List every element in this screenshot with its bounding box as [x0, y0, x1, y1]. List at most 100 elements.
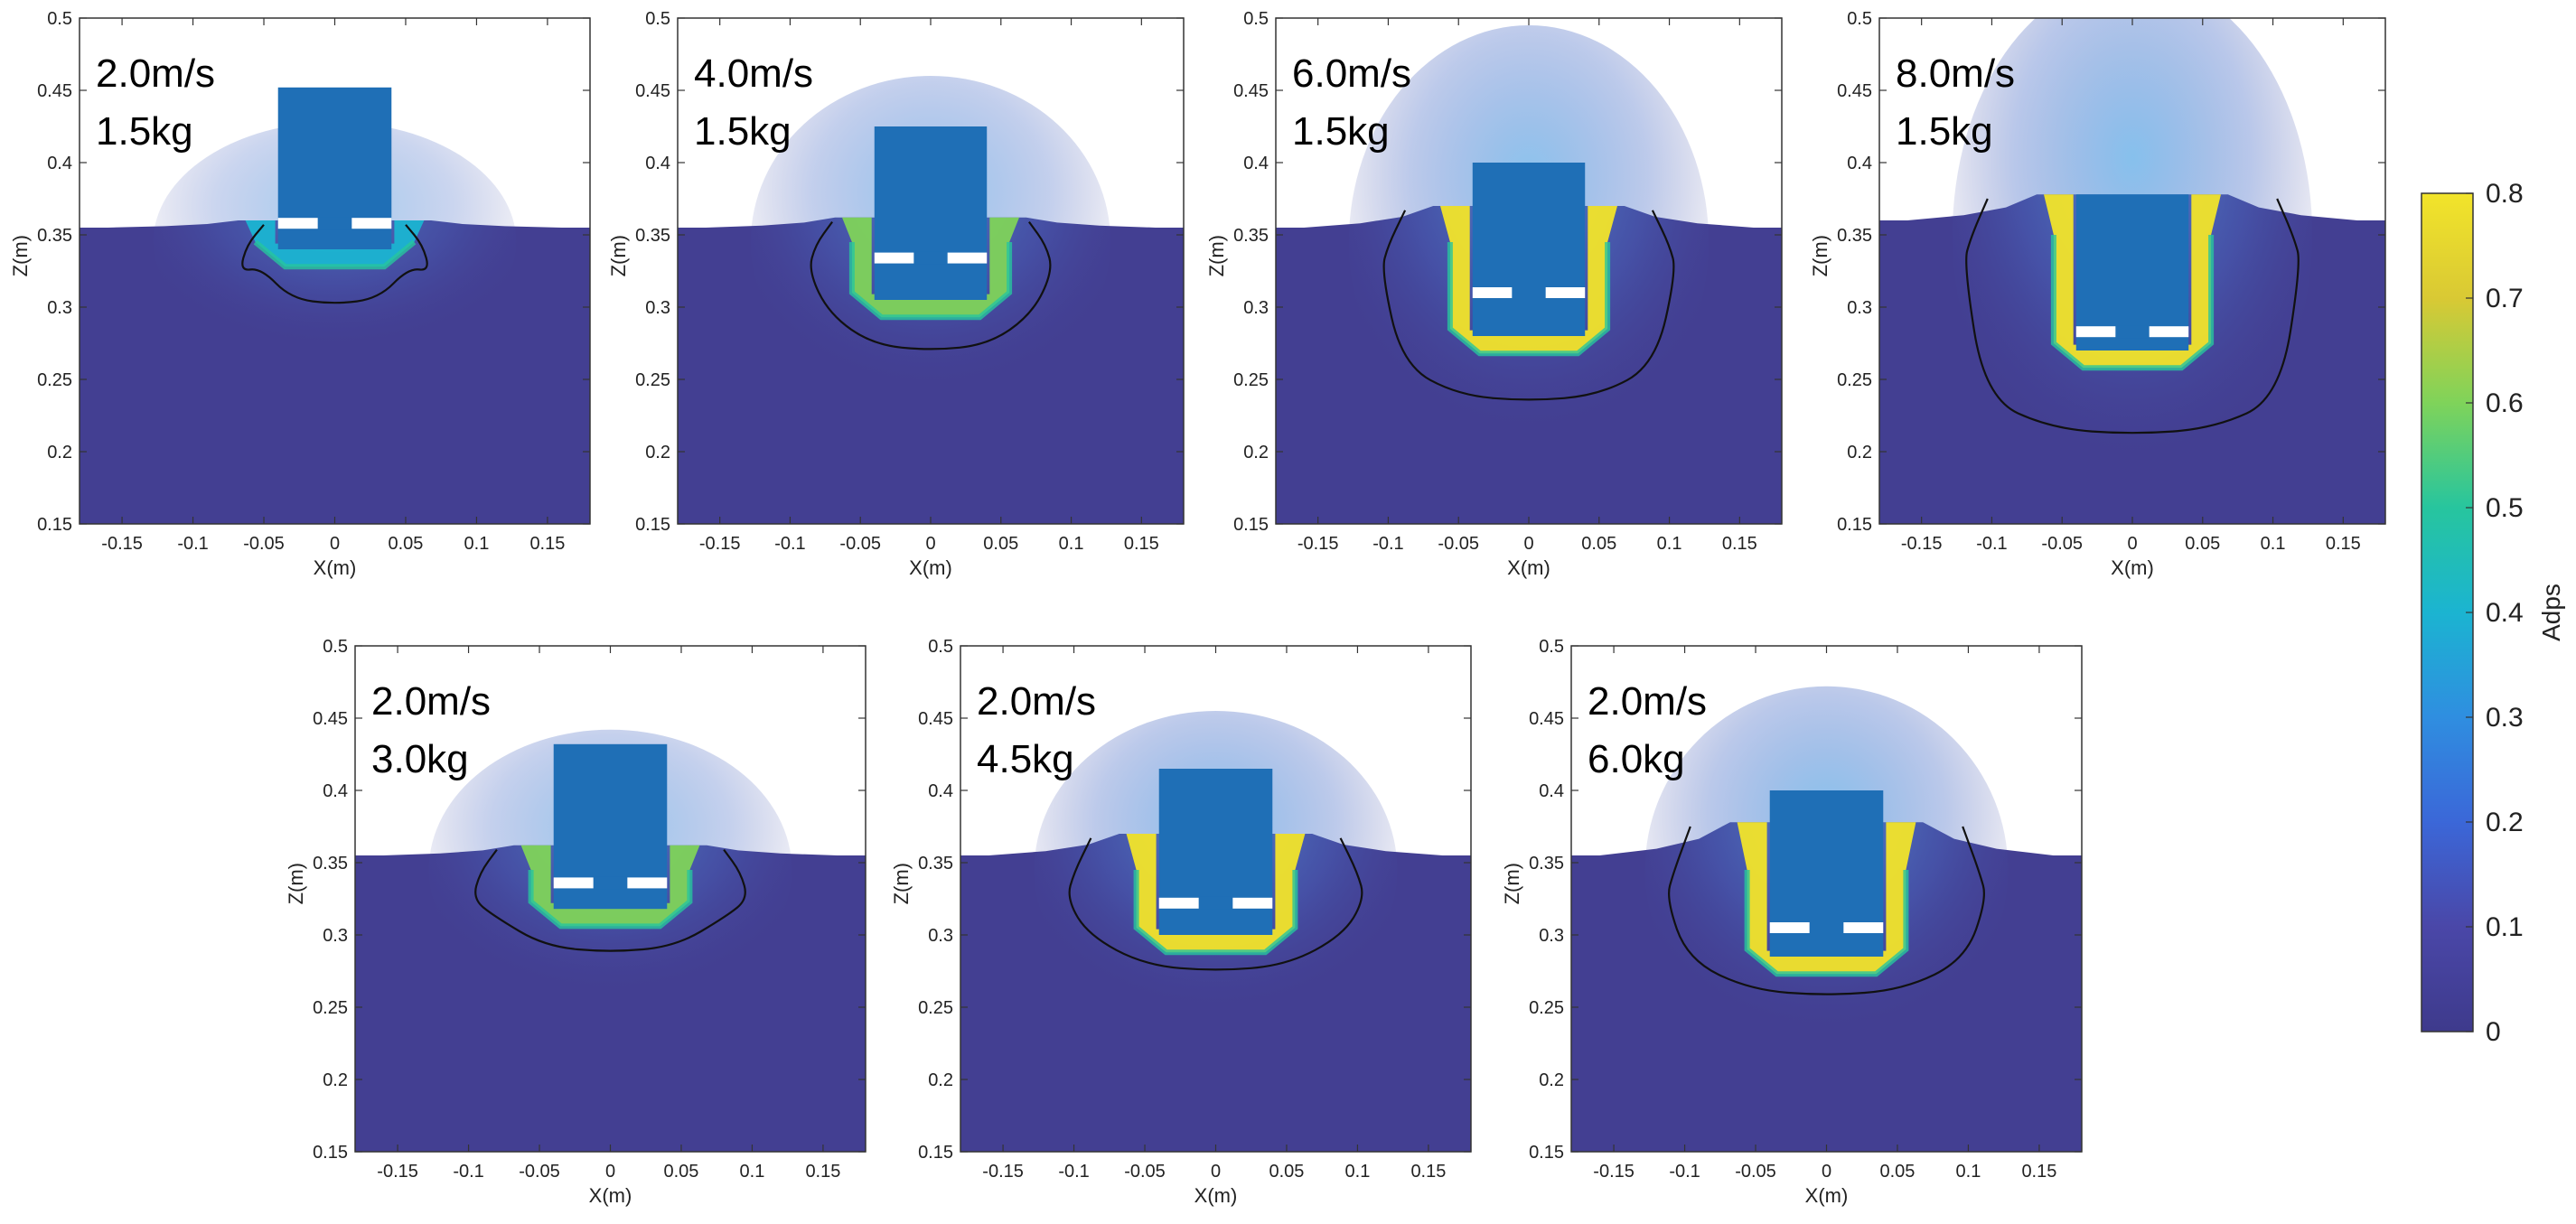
penetrator-mass-label: 1.5kg [1896, 109, 1993, 154]
panel-4: -0.15 -0.1 -0.05 0 0.05 0.1 0.15 0.15 0.2 0.25 0.3… [1809, 9, 2386, 579]
x-tick-label: -0.15 [1901, 534, 1943, 554]
x-tick-label: 0.05 [1581, 534, 1616, 554]
x-tick-label: -0.15 [1593, 1162, 1635, 1182]
z-axis-label: Z(m) [285, 863, 307, 904]
z-tick-label: 0.35 [635, 226, 670, 246]
z-tick-label: 0.4 [1847, 154, 1872, 173]
x-tick-label: 0.1 [1956, 1162, 1981, 1182]
x-tick-label: 0.15 [2021, 1162, 2056, 1182]
x-tick-label: -0.15 [1297, 534, 1339, 554]
x-tick-label: 0.05 [1880, 1162, 1916, 1182]
x-tick-label: 0 [925, 534, 935, 554]
penetrator-mass-label: 1.5kg [694, 109, 792, 154]
impact-speed-label: 2.0m/s [977, 679, 1096, 724]
adps-contour-line [810, 220, 1052, 350]
z-tick-label: 0.3 [47, 298, 72, 318]
x-tick-label: -0.05 [1438, 534, 1479, 554]
z-tick-label: 0.15 [37, 515, 72, 535]
impact-speed-label: 2.0m/s [1588, 679, 1707, 724]
z-tick-label: 0.2 [928, 1070, 953, 1090]
x-axis-label: X(m) [2111, 556, 2154, 579]
z-tick-label: 0.15 [313, 1143, 348, 1163]
x-tick-label: 0.15 [2326, 534, 2361, 554]
z-tick-label: 0.35 [1233, 226, 1269, 246]
cavity-wall-band [2044, 194, 2221, 369]
adps-contour-line [1382, 210, 1675, 401]
penetrator-stem [593, 876, 628, 890]
x-tick-label: 0.15 [1410, 1162, 1446, 1182]
x-tick-label: 0.05 [983, 534, 1018, 554]
panel-6: -0.15 -0.1 -0.05 0 0.05 0.1 0.15 0.15 0.2 0.25 0.3… [890, 637, 1472, 1207]
x-tick-label: -0.1 [1976, 534, 2007, 554]
z-axis-label: Z(m) [1501, 863, 1523, 904]
x-tick-label: -0.1 [1372, 534, 1403, 554]
colorbar-tick-label: 0 [2486, 1017, 2501, 1047]
z-tick-label: 0.4 [1539, 781, 1564, 801]
colorbar-tick-label: 0.7 [2486, 284, 2524, 313]
z-tick-label: 0.3 [645, 298, 670, 318]
x-axis-label: X(m) [589, 1184, 632, 1207]
z-tick-label: 0.4 [323, 781, 348, 801]
z-tick-label: 0.45 [918, 709, 953, 729]
z-tick-label: 0.35 [1529, 854, 1564, 874]
x-tick-label: 0.1 [464, 534, 490, 554]
cavity-wall-band [1440, 206, 1617, 354]
z-tick-label: 0.3 [1539, 926, 1564, 946]
z-tick-label: 0.45 [37, 81, 72, 101]
panel-3: -0.15 -0.1 -0.05 0 0.05 0.1 0.15 0.15 0.2 0.25 0.3… [1205, 9, 1783, 579]
cavity-edge [528, 870, 693, 930]
z-tick-label: 0.2 [1539, 1070, 1564, 1090]
cavity-wall-band [1737, 822, 1916, 975]
penetrator-mass-label: 4.5kg [977, 737, 1074, 781]
penetrator-stem [317, 217, 352, 230]
x-tick-label: 0 [2127, 534, 2137, 554]
z-axis-label: Z(m) [1205, 235, 1228, 276]
z-tick-label: 0.45 [1233, 81, 1269, 101]
x-tick-label: -0.1 [177, 534, 208, 554]
z-tick-label: 0.4 [928, 781, 953, 801]
z-tick-label: 0.15 [918, 1143, 953, 1163]
cavity-edge [1744, 870, 1909, 977]
x-tick-label: -0.05 [839, 534, 881, 554]
z-tick-label: 0.45 [1529, 709, 1564, 729]
panel-1: -0.15 -0.1 -0.05 0 0.05 0.1 0.15 0.15 0.2 0.25 0.3… [9, 9, 591, 579]
x-tick-label: 0 [1211, 1162, 1221, 1182]
colorbar-tick-label: 0.2 [2486, 808, 2524, 837]
x-axis-label: X(m) [1805, 1184, 1849, 1207]
penetrator-body [874, 126, 988, 300]
z-tick-label: 0.3 [1847, 298, 1872, 318]
x-tick-label: 0.15 [529, 534, 565, 554]
cavity-edge [253, 239, 417, 270]
x-axis-label: X(m) [314, 556, 357, 579]
x-tick-label: -0.15 [699, 534, 741, 554]
x-tick-label: 0 [605, 1162, 615, 1182]
penetrator-body [1472, 163, 1586, 336]
colorbar-tick-label: 0.4 [2486, 598, 2524, 628]
z-tick-label: 0.2 [1243, 443, 1269, 463]
x-tick-label: -0.1 [453, 1162, 483, 1182]
z-tick-label: 0.45 [1837, 81, 1872, 101]
z-tick-label: 0.3 [1243, 298, 1269, 318]
z-tick-label: 0.5 [47, 9, 72, 29]
panel-2: -0.15 -0.1 -0.05 0 0.05 0.1 0.15 0.15 0.2 0.25 0.3… [607, 9, 1185, 579]
colorbar-tick-label: 0.5 [2486, 493, 2524, 523]
x-tick-label: -0.1 [774, 534, 805, 554]
x-axis-label: X(m) [1507, 556, 1550, 579]
panels: -0.15 -0.1 -0.05 0 0.05 0.1 0.15 0.15 0.2 0.25 0.3… [9, 9, 2386, 1207]
cavity-edge [2050, 235, 2215, 371]
z-tick-label: 0.35 [313, 854, 348, 874]
x-tick-label: -0.1 [1058, 1162, 1089, 1182]
impact-speed-label: 4.0m/s [694, 51, 813, 96]
x-tick-label: 0.05 [664, 1162, 699, 1182]
penetrator-mass-label: 1.5kg [96, 109, 193, 154]
panel-5: -0.15 -0.1 -0.05 0 0.05 0.1 0.15 0.15 0.2 0.25 0.3… [285, 637, 866, 1207]
x-tick-label: 0.05 [2185, 534, 2220, 554]
colorbar-scale [2421, 192, 2474, 1032]
z-tick-label: 0.4 [645, 154, 670, 173]
z-tick-label: 0.25 [37, 370, 72, 390]
x-axis-label: X(m) [909, 556, 952, 579]
z-tick-label: 0.25 [635, 370, 670, 390]
x-tick-label: -0.1 [1669, 1162, 1700, 1182]
x-tick-label: -0.05 [2041, 534, 2083, 554]
x-tick-label: 0 [1822, 1162, 1831, 1182]
